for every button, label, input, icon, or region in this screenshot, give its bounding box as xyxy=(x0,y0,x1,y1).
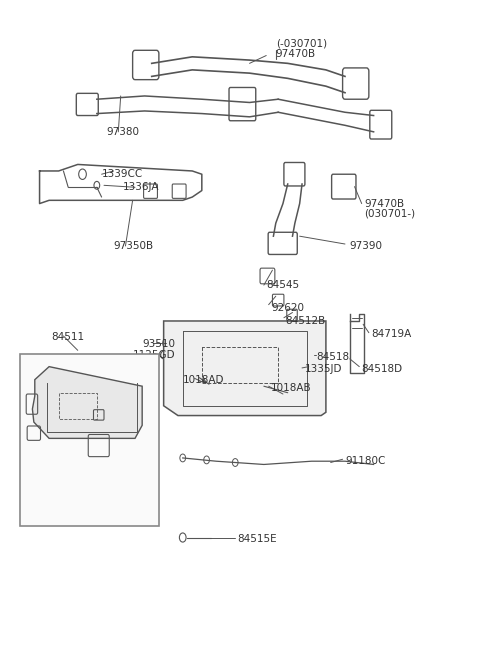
Text: 81513G: 81513G xyxy=(102,401,143,411)
Text: 91180C: 91180C xyxy=(345,456,385,466)
Text: 97350B: 97350B xyxy=(114,241,154,251)
Text: 84518: 84518 xyxy=(316,352,349,362)
Text: 92620: 92620 xyxy=(271,303,304,313)
Text: 1018AB: 1018AB xyxy=(271,383,312,392)
Text: 93510: 93510 xyxy=(142,339,175,349)
Text: 84719A: 84719A xyxy=(371,329,411,339)
FancyBboxPatch shape xyxy=(21,354,159,527)
Text: 1125GD: 1125GD xyxy=(132,350,175,360)
Polygon shape xyxy=(33,367,142,438)
Text: 97380: 97380 xyxy=(107,127,139,137)
Text: 97390: 97390 xyxy=(350,241,383,251)
Text: (030701-): (030701-) xyxy=(364,208,415,218)
Text: 84515E: 84515E xyxy=(238,534,277,544)
Polygon shape xyxy=(164,321,326,415)
Text: 84511: 84511 xyxy=(51,332,84,343)
Text: 84512B: 84512B xyxy=(285,316,325,326)
Text: 84518D: 84518D xyxy=(362,364,403,373)
Text: 1339CC: 1339CC xyxy=(102,169,143,179)
Text: 1336JA: 1336JA xyxy=(123,182,159,193)
Text: 1335JD: 1335JD xyxy=(304,364,342,373)
Text: 97470B: 97470B xyxy=(364,198,404,208)
Text: 84560A: 84560A xyxy=(44,492,84,502)
Text: 85261C: 85261C xyxy=(116,459,156,470)
Text: 84545: 84545 xyxy=(266,280,300,290)
Text: 97470B: 97470B xyxy=(276,48,316,58)
Text: (-030701): (-030701) xyxy=(276,39,327,48)
Text: 1018AD: 1018AD xyxy=(183,375,224,384)
Text: 84513C: 84513C xyxy=(95,412,135,422)
